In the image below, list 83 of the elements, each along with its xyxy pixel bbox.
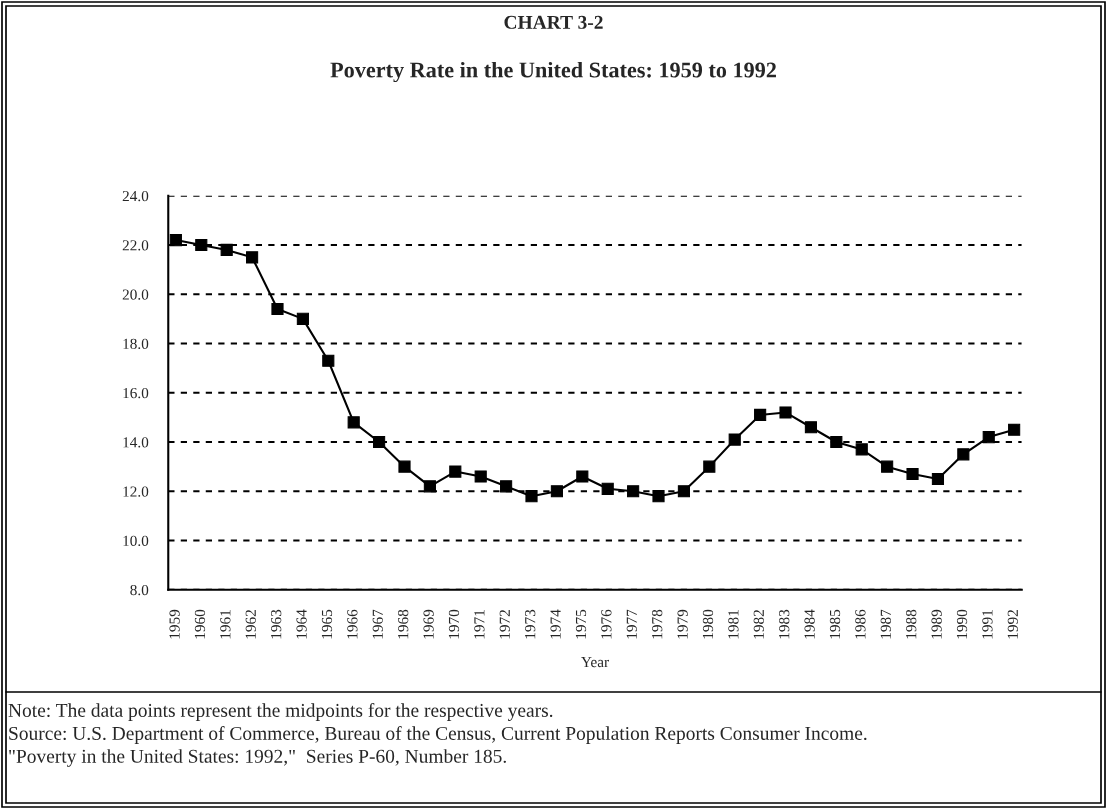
point: [373, 435, 386, 449]
text: Note: The data points represent the midpoints for the respective years.: [8, 703, 553, 721]
point: [881, 460, 894, 473]
x-tick-label: 1964: [296, 609, 307, 639]
x-tick-label: 1967: [372, 609, 383, 639]
x-tick-label: 1988: [906, 609, 917, 639]
x-tick-label: 1983: [779, 609, 790, 639]
y-tick-label: 14.0: [123, 437, 149, 448]
source-note: Source: U.S. Department of Commerce, Bureau of the Census, Current Population Reports Consumer Income.: [9, 726, 867, 744]
point: [169, 234, 182, 247]
x-tick-label: 1963: [271, 609, 282, 639]
x-tick-label: 1975: [575, 609, 587, 639]
point: [652, 490, 665, 503]
point: [398, 460, 411, 473]
point: [779, 406, 792, 419]
x-tick-label: 1976: [601, 609, 612, 639]
y-tick-label: 8.0: [130, 584, 149, 596]
x-tick-label: 1978: [652, 609, 663, 639]
x-tick-label: 1959: [169, 609, 180, 639]
x-tick-label: 1961: [220, 610, 231, 639]
y-tick-label: 22.0: [122, 240, 149, 251]
x-tick-label: 1989: [931, 609, 942, 639]
point: [855, 443, 868, 456]
x-tick-label: 1980: [702, 609, 714, 639]
x-tick-label: 1960: [194, 609, 206, 639]
y-tick-label: 24.0: [122, 190, 149, 202]
y-tick-label: 12.0: [123, 486, 149, 497]
point: [982, 431, 995, 444]
x-axis-title: Year: [581, 657, 609, 668]
point: [246, 251, 259, 264]
point: [957, 448, 970, 461]
y-tick-label: 18.0: [123, 338, 149, 350]
point: [474, 470, 487, 483]
x-tick-label: 1981: [728, 610, 739, 639]
x-tick-label: 1990: [956, 609, 968, 639]
point: [296, 312, 309, 325]
point: [1008, 423, 1021, 436]
x-tick-label: 1965: [321, 609, 333, 639]
point: [423, 480, 436, 493]
point: [322, 354, 335, 367]
x-tick-label: 1991: [982, 610, 993, 639]
x-tick-label: 1974: [550, 609, 561, 639]
point: [677, 485, 690, 498]
x-tick-label: 1977: [626, 609, 637, 639]
x-tick-label: 1979: [677, 609, 688, 639]
x-tick-label: 1962: [245, 610, 256, 639]
chart-subtitle: Poverty Rate in the United States: 1959 to 1992: [330, 61, 776, 83]
point: [754, 408, 767, 422]
point: [525, 490, 538, 503]
x-tick-label: 1971: [474, 610, 485, 639]
x-tick-label: 1985: [829, 609, 841, 639]
y-tick-label: 10.0: [123, 535, 149, 547]
y-tick-label: 20.0: [122, 289, 149, 300]
point: [703, 460, 716, 473]
point: [576, 470, 589, 483]
point: [500, 480, 513, 493]
point: [271, 302, 284, 316]
x-tick-label: 1972: [499, 610, 510, 639]
x-tick-label: 1992: [1007, 610, 1018, 639]
point: [931, 472, 945, 486]
chart-title: CHART 3-2: [504, 15, 603, 29]
x-tick-label: 1970: [448, 609, 460, 639]
point: [601, 482, 614, 495]
point: [627, 485, 640, 498]
x-tick-label: 1973: [525, 609, 536, 639]
x-tick-label: 1968: [398, 609, 409, 639]
y-tick-label: 16.0: [123, 387, 149, 399]
x-tick-label: 1987: [880, 609, 891, 639]
x-tick-label: 1986: [855, 609, 866, 639]
point: [449, 465, 462, 478]
point: [220, 243, 233, 257]
point: [728, 433, 741, 446]
x-tick-label: 1966: [347, 609, 358, 639]
point: [195, 238, 208, 252]
x-tick-label: 1982: [753, 610, 764, 639]
point: [550, 485, 563, 498]
x-tick-label: 1969: [423, 609, 434, 639]
point: [804, 421, 817, 434]
point: [347, 416, 360, 429]
x-tick-label: 1984: [804, 609, 815, 639]
point: [906, 467, 919, 481]
point: [830, 435, 843, 449]
text: "Poverty in the United States: 1992," Series P-60, Number 185.: [9, 749, 506, 767]
